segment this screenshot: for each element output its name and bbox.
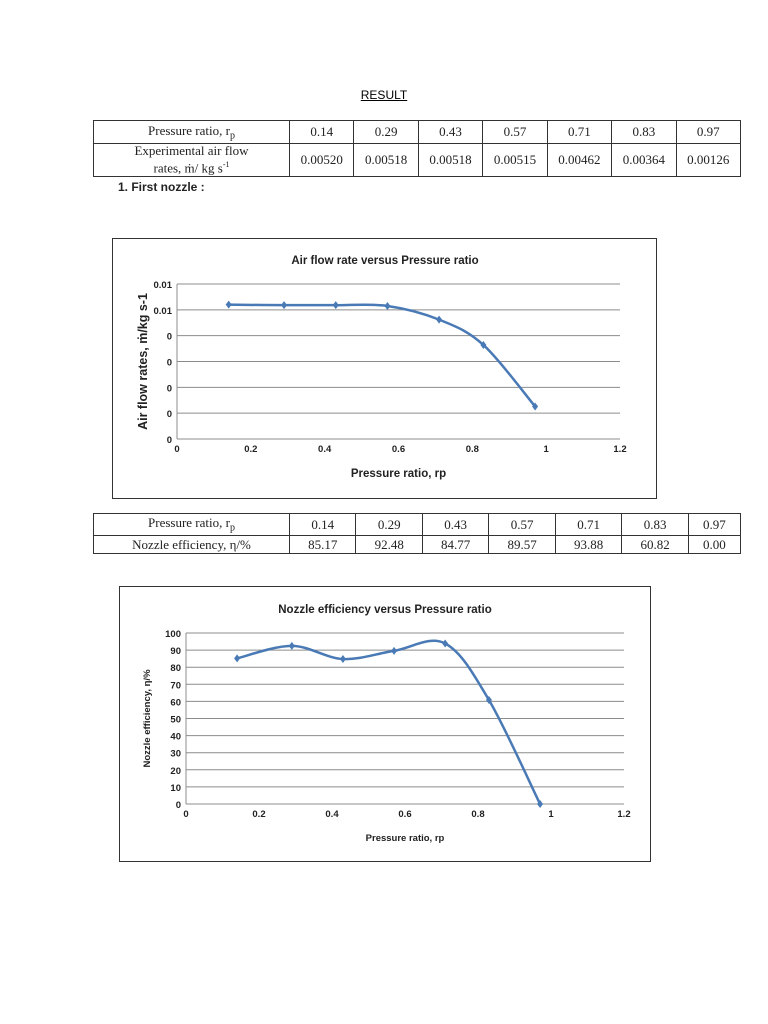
table-cell: 0.00126 [675,143,742,177]
data-point-marker [391,646,398,655]
table-cell: 0.97 [675,120,742,144]
data-point-marker [442,639,449,648]
x-tick-label: 0.2 [252,809,265,820]
efficiency-chart-svg: Nozzle efficiency versus Pressure ratio 0… [142,604,631,844]
y-tick-label: 100 [165,629,181,640]
x-tick-label: 0.6 [392,444,405,455]
table-row: Pressure ratio, rp 0.14 0.29 0.43 0.57 0.71 0… [93,120,742,144]
y-tick-label: 40 [170,732,181,743]
x-axis-label: Pressure ratio, rp [366,833,445,844]
table-cell: 0.29 [355,513,423,536]
chart-title: Air flow rate versus Pressure ratio [291,255,478,267]
table-cell: 0.71 [546,120,613,144]
air-flow-table: Pressure ratio, rp 0.14 0.29 0.43 0.57 0.71 0… [93,120,742,177]
y-tick-label: 20 [170,766,181,777]
table-cell: 0.57 [482,120,548,144]
data-line [236,639,542,805]
y-tick-label: 60 [170,697,181,708]
chart-title: Nozzle efficiency versus Pressure ratio [278,604,492,616]
y-tick-label: 50 [170,715,181,726]
y-axis-label: Air flow rates, ṁ/kg s-1 [136,293,150,430]
y-axis-label: Nozzle efficiency, η/% [142,669,153,768]
section-label: 1. First nozzle : [118,180,205,194]
table-cell: 0.43 [417,120,484,144]
data-point-marker [480,340,487,349]
x-tick-label: 1.2 [617,809,630,820]
row-header-pressure: Pressure ratio, rp [93,513,290,536]
table-cell: 0.00520 [288,143,355,177]
x-tick-label: 0 [183,809,188,820]
y-tick-label: 0 [167,435,172,446]
data-point-marker [288,641,295,650]
row-header-pressure: Pressure ratio, rp [93,120,290,144]
y-tick-label: 0.01 [154,280,173,291]
table-cell: 0.00515 [482,143,548,177]
data-line [228,303,537,408]
efficiency-table: Pressure ratio, rp 0.14 0.29 0.43 0.57 0.71 0… [93,513,742,554]
table-cell: 0.83 [621,513,689,536]
x-tick-label: 0.4 [325,809,339,820]
air-flow-chart-svg: Air flow rate versus Pressure ratio00000… [136,255,627,480]
data-point-marker [537,800,544,808]
y-tick-label: 10 [170,783,181,794]
data-point-marker [532,402,539,411]
data-point-marker [384,301,391,310]
table-cell: 93.88 [554,535,623,554]
y-tick-label: 0 [176,800,181,811]
y-tick-label: 30 [170,749,181,760]
y-tick-label: 0 [167,358,172,369]
y-tick-label: 0 [167,409,172,420]
table-row: Experimental air flow rates, ṁ/ kg s-1 0… [93,143,742,177]
x-tick-label: 0.8 [466,444,479,455]
table-cell: 84.77 [421,535,490,554]
y-tick-label: 90 [170,646,181,657]
data-point-marker [225,300,232,309]
data-point-marker [234,654,241,663]
data-point-marker [281,301,288,310]
x-tick-label: 0.6 [398,809,411,820]
table-cell: 0.00518 [353,143,419,177]
y-tick-label: 0 [167,332,172,343]
table-cell: 0.71 [554,513,623,536]
y-tick-label: 0 [167,383,172,394]
table-cell: 0.83 [611,120,677,144]
row-header-flow: Experimental air flow rates, ṁ/ kg s-1 [93,143,290,177]
efficiency-chart: Nozzle efficiency versus Pressure ratio 0… [119,586,651,862]
table-cell: 0.00462 [546,143,613,177]
x-axis-label: Pressure ratio, rp [351,468,446,480]
y-tick-label: 0.01 [154,306,173,317]
table-row: Nozzle efficiency, η/% 85.17 92.48 84.77 89… [93,535,742,554]
table-cell: 0.97 [687,513,742,536]
x-tick-label: 0.2 [244,444,257,455]
row-header-efficiency: Nozzle efficiency, η/% [93,535,290,554]
table-cell: 85.17 [288,535,357,554]
table-cell: 0.00 [687,535,742,554]
data-point-marker [339,655,346,664]
air-flow-chart: Air flow rate versus Pressure ratio 0 0 0 0 0… [112,238,657,499]
table-row: Pressure ratio, rp 0.14 0.29 0.43 0.57 0.71 0… [93,513,742,536]
table-cell: 89.57 [488,535,556,554]
table-cell: 0.57 [488,513,556,536]
table-cell: 0.43 [421,513,490,536]
x-tick-label: 0.8 [471,809,484,820]
data-point-marker [332,301,339,310]
y-tick-label: 70 [170,680,181,691]
table-cell: 0.14 [288,120,355,144]
x-tick-label: 1.2 [613,444,626,455]
x-tick-label: 1 [544,444,550,455]
x-tick-label: 0.4 [318,444,332,455]
page-heading: RESULT [360,88,408,102]
table-cell: 0.14 [288,513,357,536]
x-tick-label: 0 [174,444,179,455]
table-cell: 92.48 [355,535,423,554]
table-cell: 60.82 [621,535,689,554]
y-tick-label: 80 [170,663,181,674]
data-point-marker [436,315,443,324]
table-cell: 0.00364 [611,143,677,177]
x-tick-label: 1 [548,809,554,820]
data-point-marker [485,695,492,704]
table-cell: 0.00518 [417,143,484,177]
table-cell: 0.29 [353,120,419,144]
